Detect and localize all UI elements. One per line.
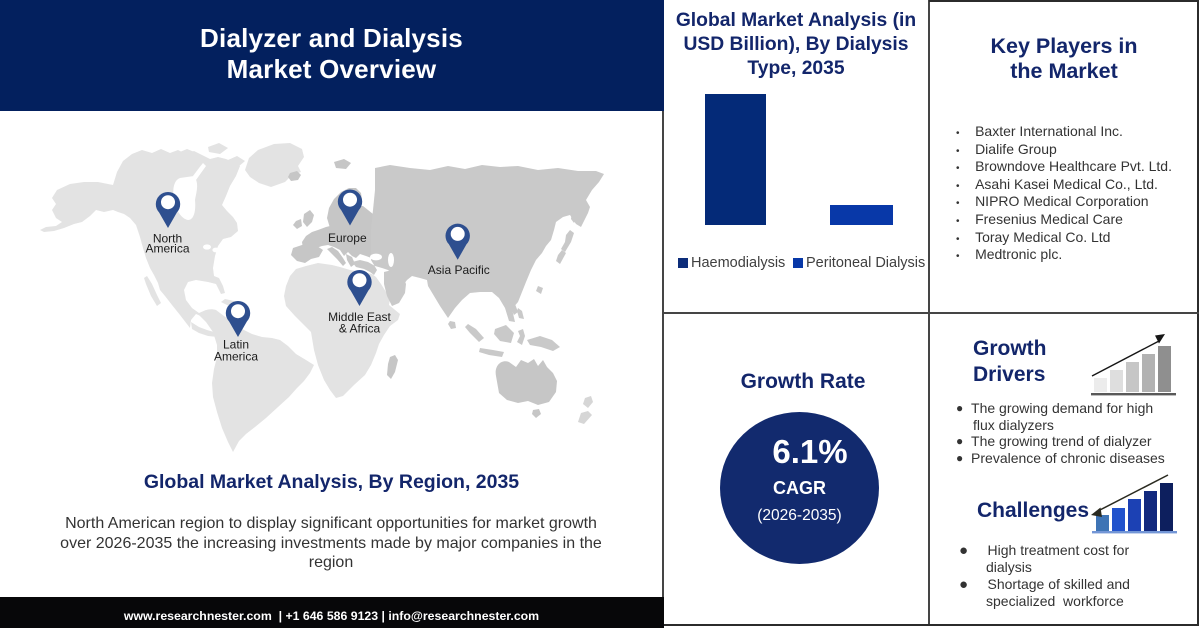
svg-text:& Africa: & Africa bbox=[339, 322, 381, 336]
svg-text:Middle East: Middle East bbox=[328, 310, 391, 324]
svg-text:North: North bbox=[153, 232, 182, 246]
svg-text:America: America bbox=[145, 242, 189, 256]
svg-text:Latin: Latin bbox=[223, 338, 249, 352]
svg-text:Asia Pacific: Asia Pacific bbox=[428, 263, 490, 277]
svg-text:America: America bbox=[214, 350, 258, 364]
svg-text:Europe: Europe bbox=[328, 231, 367, 245]
